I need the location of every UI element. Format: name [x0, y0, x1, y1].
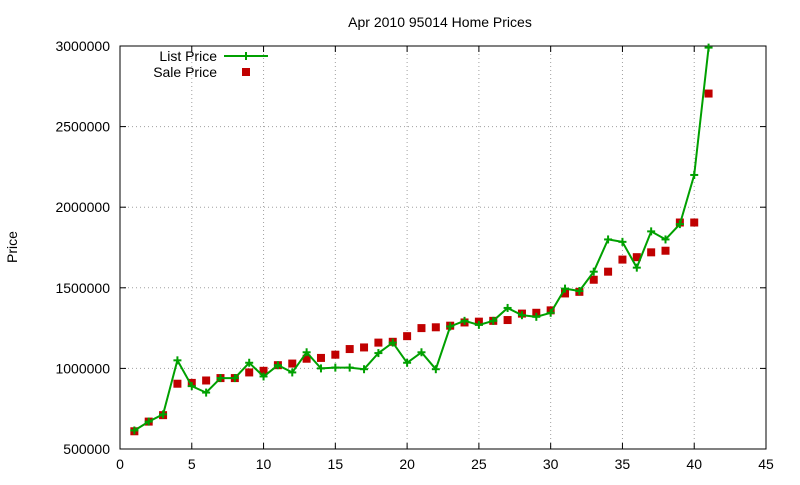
- list-price-point: [460, 316, 469, 325]
- list-price-point: [273, 361, 282, 370]
- list-price-point: [216, 374, 225, 383]
- list-price-point: [618, 237, 627, 246]
- list-price-point: [360, 365, 369, 374]
- sale-price-point: [345, 345, 354, 354]
- list-price-point: [245, 358, 254, 367]
- list-price-point: [604, 235, 613, 244]
- sale-price-point: [503, 316, 512, 325]
- y-tick-label: 1500000: [55, 280, 110, 296]
- plot-frame: [119, 45, 767, 450]
- x-tick-label: 20: [399, 456, 415, 472]
- list-price-point: [331, 363, 340, 372]
- sale-price-point: [532, 308, 541, 317]
- list-price-point: [474, 320, 483, 329]
- sale-price-point: [704, 89, 713, 98]
- sale-price-point: [431, 323, 440, 332]
- axis-ticks: 0 5 10 15 20 25 30 35 40 45 500000 1000000 1500000 20…: [55, 38, 774, 472]
- x-tick-label: 0: [116, 456, 124, 472]
- sale-price-point: [173, 379, 182, 388]
- list-price-point: [589, 267, 598, 276]
- list-price-point: [690, 170, 699, 179]
- sale-price-point: [316, 353, 325, 362]
- x-tick-label: 45: [758, 456, 774, 472]
- sale-price-point: [690, 218, 699, 227]
- list-price-point: [503, 303, 512, 312]
- sale-price-point: [202, 376, 211, 385]
- x-tick-label: 40: [686, 456, 702, 472]
- list-price-point: [704, 43, 713, 52]
- list-price-point: [561, 284, 570, 293]
- sale-price-point: [647, 248, 656, 257]
- legend-label-sale-price: Sale Price: [153, 64, 217, 80]
- legend-label-list-price: List Price: [159, 48, 217, 64]
- series-sale-price: [130, 89, 713, 436]
- chart-title: Apr 2010 95014 Home Prices: [348, 14, 532, 30]
- sale-price-point: [360, 343, 369, 352]
- x-tick-label: 25: [471, 456, 487, 472]
- x-tick-label: 15: [328, 456, 344, 472]
- list-price-point: [517, 311, 526, 320]
- legend-marker-sale-price: [242, 68, 250, 76]
- sale-price-point: [618, 255, 627, 264]
- list-price-point: [431, 365, 440, 374]
- sale-price-point: [589, 275, 598, 284]
- sale-price-point: [604, 267, 613, 276]
- list-price-point: [675, 220, 684, 229]
- sale-price-point: [245, 368, 254, 377]
- y-axis-label: Price: [4, 231, 20, 263]
- list-price-point: [173, 356, 182, 365]
- y-tick-label: 1000000: [55, 360, 110, 376]
- list-price-point: [345, 363, 354, 372]
- list-price-point: [230, 374, 239, 383]
- sale-price-point: [288, 359, 297, 368]
- list-price-point: [159, 410, 168, 419]
- sale-price-point: [259, 366, 268, 375]
- x-tick-label: 35: [615, 456, 631, 472]
- sale-price-point: [374, 338, 383, 347]
- sale-price-point: [661, 246, 670, 255]
- list-price-point: [144, 417, 153, 426]
- list-price-point: [187, 382, 196, 391]
- list-price-point: [388, 338, 397, 347]
- list-price-point: [130, 426, 139, 435]
- list-price-point: [403, 358, 412, 367]
- legend-marker-list-price: [242, 52, 250, 60]
- y-tick-label: 2500000: [55, 119, 110, 135]
- list-price-point: [259, 372, 268, 381]
- sale-price-point: [302, 354, 311, 363]
- list-price-point: [546, 308, 555, 317]
- y-tick-label: 2000000: [55, 199, 110, 215]
- list-price-point: [316, 364, 325, 373]
- series-list-price: [130, 43, 713, 435]
- list-price-point: [661, 235, 670, 244]
- list-price-point: [532, 312, 541, 321]
- list-price-point: [302, 348, 311, 357]
- sale-price-point: [417, 324, 426, 333]
- list-price-point: [647, 227, 656, 236]
- list-price-point: [575, 287, 584, 296]
- list-price-point: [202, 388, 211, 397]
- x-tick-label: 30: [543, 456, 559, 472]
- sale-price-point: [403, 332, 412, 341]
- list-price-point: [417, 348, 426, 357]
- y-tick-label: 500000: [63, 441, 110, 457]
- x-tick-label: 5: [188, 456, 196, 472]
- sale-price-point: [331, 350, 340, 359]
- list-price-point: [632, 263, 641, 272]
- x-tick-label: 10: [256, 456, 272, 472]
- list-price-point: [288, 368, 297, 377]
- sale-price-point: [561, 289, 570, 298]
- y-tick-label: 3000000: [55, 38, 110, 54]
- series-layer: [130, 43, 713, 436]
- sale-price-point: [632, 253, 641, 262]
- list-price-point: [374, 349, 383, 358]
- list-price-point: [446, 322, 455, 331]
- list-price-point: [489, 316, 498, 325]
